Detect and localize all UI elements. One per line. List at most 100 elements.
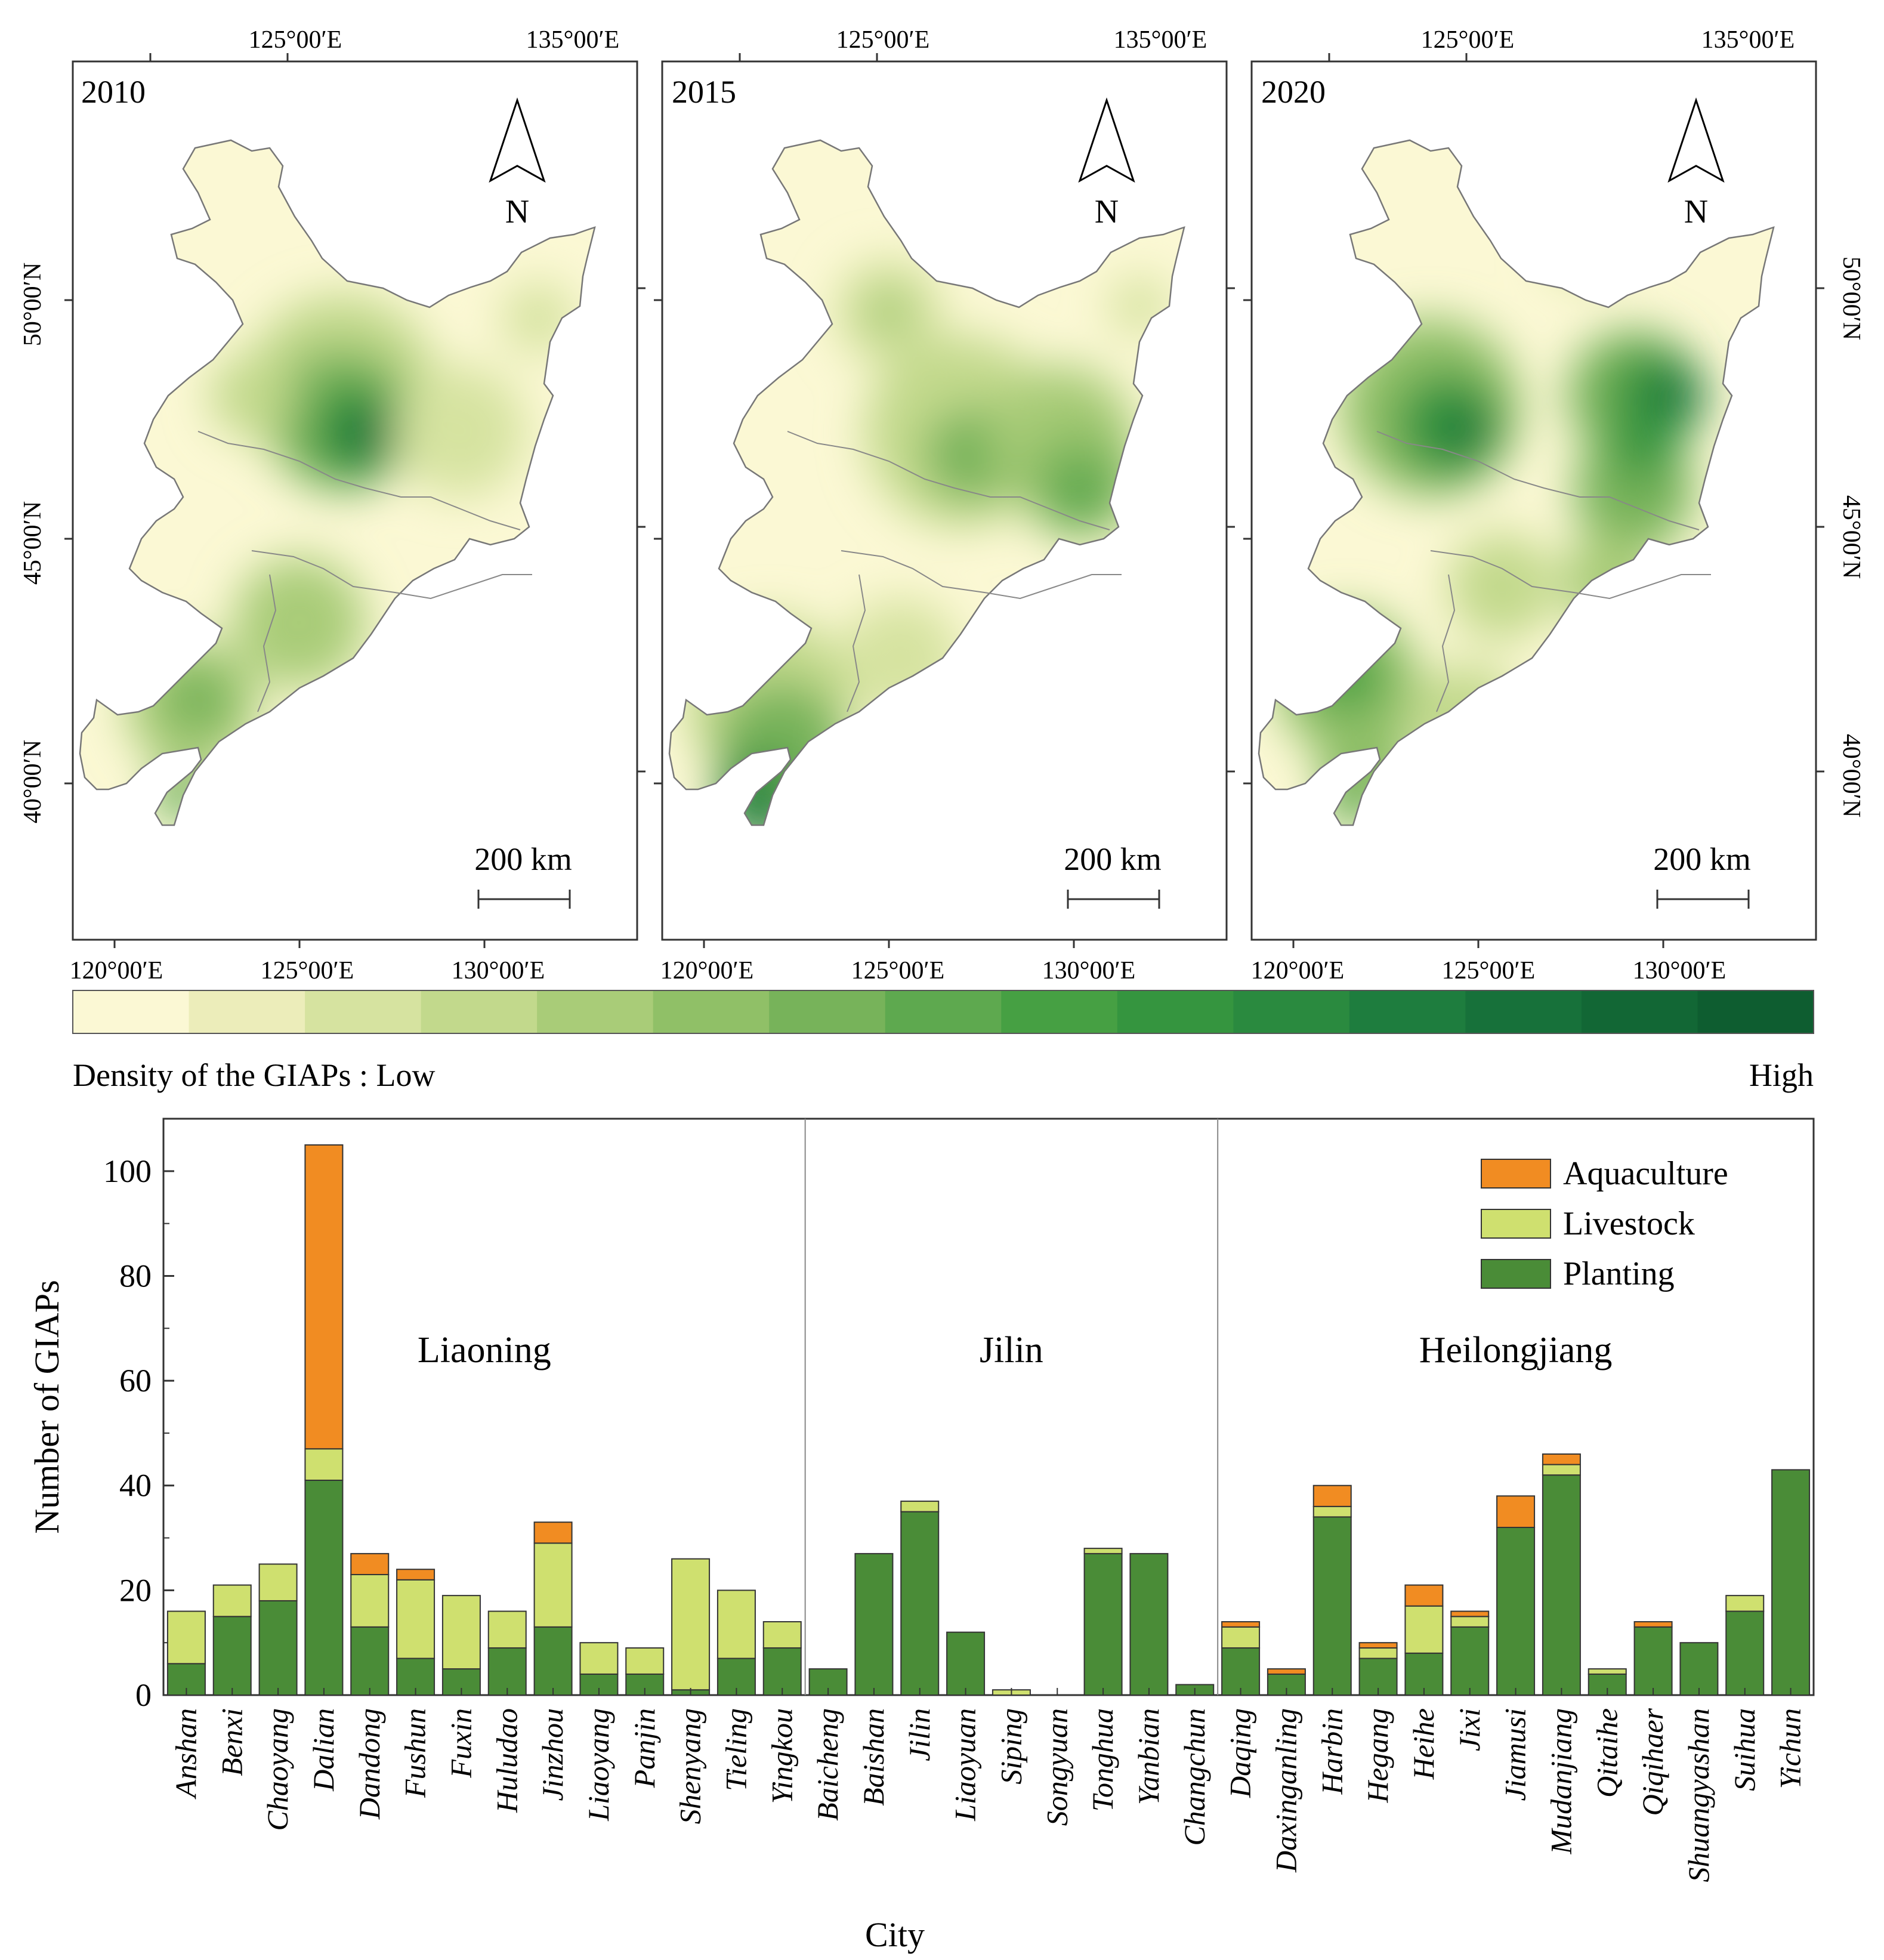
bottom-lon-label: 130°00′E: [1042, 957, 1136, 984]
bar-segment-planting: [1771, 1469, 1811, 1696]
left-lat-label: 45°00′N: [19, 501, 47, 585]
density-hotspot: [1648, 369, 1702, 422]
bar-segment-planting: [304, 1479, 344, 1696]
x-tick-label: Harbin: [1315, 1708, 1348, 1795]
province-boundary: [1436, 574, 1456, 712]
bar-segment-planting: [1725, 1610, 1765, 1696]
chart-legend: Aquaculture Livestock Planting: [1481, 1155, 1728, 1292]
bar-segment-planting: [808, 1668, 848, 1696]
bar-segment-planting: [258, 1600, 298, 1696]
colorbar-step: [73, 990, 190, 1033]
legend-label-aquaculture: Aquaculture: [1563, 1155, 1728, 1192]
bar-segment-aquaculture: [1542, 1453, 1581, 1465]
density-hotspot: [234, 557, 365, 688]
bar-segment-planting: [1129, 1552, 1169, 1696]
bar-segment-planting: [1633, 1626, 1673, 1696]
plot-frame: [162, 1118, 1815, 1696]
scale-bar: [477, 890, 571, 909]
density-hotspot: [1610, 408, 1681, 479]
density-legend-low-label: Density of the GIAPs : Low: [73, 1057, 435, 1093]
x-tick-label: Tonghua: [1086, 1708, 1119, 1811]
colorbar-step: [421, 990, 538, 1033]
density-hotspot: [1448, 533, 1556, 640]
province-label: Jilin: [980, 1330, 1043, 1371]
north-label: N: [1095, 193, 1119, 230]
bar-segment-livestock: [1221, 1626, 1261, 1649]
panel-year-label: 2020: [1261, 74, 1326, 110]
colorbar-step: [305, 990, 422, 1033]
x-tick-label: Benxi: [215, 1708, 248, 1776]
x-tick-label: Siping: [994, 1708, 1027, 1785]
bar-segment-planting: [762, 1647, 802, 1696]
bar-segment-livestock: [1587, 1668, 1627, 1675]
bar-segment-livestock: [1450, 1616, 1490, 1628]
bar-segment-planting: [946, 1631, 986, 1696]
colorbar-step: [885, 990, 1002, 1033]
bottom-lon-label: 120°00′E: [1251, 957, 1345, 984]
x-tick-label: Jinzhou: [536, 1708, 569, 1801]
bar-segment-planting: [1679, 1642, 1719, 1696]
graticule-ticks: [1243, 53, 1824, 948]
x-tick-label: Liaoyuan: [949, 1708, 982, 1822]
bar-segment-aquaculture: [1404, 1584, 1444, 1607]
y-tick-label: 0: [135, 1677, 152, 1713]
province-boundary: [1430, 550, 1711, 600]
bar-segment-livestock: [1312, 1505, 1352, 1518]
x-tick-label: Hegang: [1361, 1708, 1394, 1803]
x-tick-label: Shenyang: [674, 1708, 707, 1824]
bar-segment-livestock: [304, 1448, 344, 1481]
y-tick-label: 20: [119, 1572, 152, 1608]
bar-segment-livestock: [900, 1501, 940, 1513]
bottom-lon-label: 130°00′E: [452, 957, 545, 984]
map-content: N 200 km N 200 km N 200 km: [64, 53, 1824, 948]
colorbar-step: [1349, 990, 1466, 1033]
bar-segment-livestock: [1404, 1605, 1444, 1654]
x-tick-label: Huludao: [490, 1708, 523, 1813]
legend-label-livestock: Livestock: [1563, 1205, 1695, 1242]
bar-segment-planting: [1083, 1552, 1123, 1696]
left-lat-label: 50°00′N: [19, 263, 47, 346]
colorbar-step: [769, 990, 886, 1033]
stacked-bar-chart: Number of GIAPs City 0 20 40 60 80 100 Liaonin…: [27, 1118, 1815, 1954]
bar-segment-planting: [350, 1626, 390, 1696]
bar-segment-planting: [1542, 1474, 1581, 1696]
x-tick-label: Fushun: [399, 1708, 432, 1798]
density-legend-high-label: High: [1749, 1057, 1814, 1093]
colorbar-step: [1697, 990, 1814, 1033]
x-tick-label: Dalian: [307, 1708, 340, 1792]
bar-segment-aquaculture: [304, 1144, 344, 1450]
graticule-ticks: [64, 53, 645, 948]
bar-segment-aquaculture: [1221, 1621, 1261, 1628]
colorbar-step: [537, 990, 654, 1033]
north-label: N: [505, 193, 529, 230]
colorbar-frame: [72, 990, 1814, 1034]
bar-segment-livestock: [396, 1579, 436, 1659]
x-axis-title: City: [865, 1915, 925, 1954]
bar-segment-aquaculture: [350, 1552, 390, 1576]
scale-bar-label: 200 km: [1064, 841, 1162, 877]
x-tick-label: Yingkou: [765, 1708, 798, 1804]
bar-segment-planting: [1450, 1626, 1490, 1696]
panel-year-label: 2010: [81, 74, 146, 110]
bar-segment-livestock: [671, 1558, 711, 1691]
x-tick-label: Baishan: [857, 1708, 890, 1806]
bar-segment-livestock: [1083, 1548, 1123, 1554]
bar-segment-livestock: [212, 1584, 252, 1618]
bar-segment-planting: [900, 1511, 940, 1696]
legend-swatch-aquaculture: [1481, 1159, 1551, 1189]
x-tick-label: Shuangyashan: [1682, 1708, 1715, 1882]
bar-segment-livestock: [533, 1542, 573, 1628]
colorbar-step: [1233, 990, 1350, 1033]
scale-bar-label: 200 km: [1653, 841, 1751, 877]
bar-segment-aquaculture: [533, 1521, 573, 1544]
panel-year-label: 2015: [672, 74, 736, 110]
density-hotspot: [162, 664, 234, 736]
top-lon-label: 125°00′E: [1421, 26, 1515, 54]
bar-segment-livestock: [166, 1610, 206, 1665]
colorbar-step: [1117, 990, 1234, 1033]
bar-segment-livestock: [1725, 1595, 1765, 1612]
density-hotspot: [1443, 408, 1490, 455]
x-tick-label: Qitaihe: [1590, 1708, 1623, 1798]
x-tick-label: Panjin: [628, 1708, 661, 1788]
bar-segment-livestock: [1542, 1464, 1581, 1476]
